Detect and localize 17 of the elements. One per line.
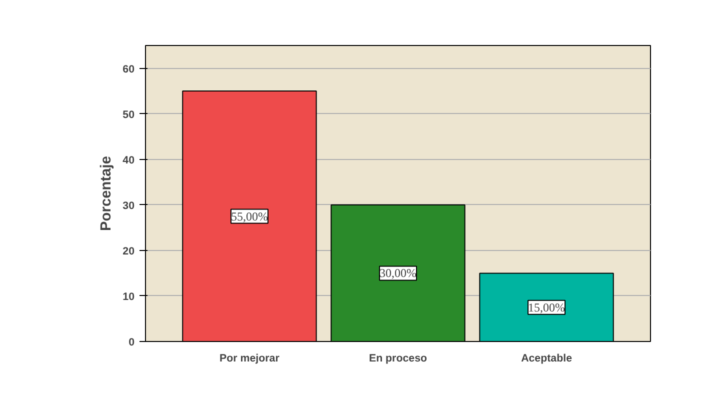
x-tick-label: Aceptable — [521, 352, 572, 364]
bar — [182, 90, 317, 342]
x-tick-label: Por mejorar — [220, 352, 280, 364]
y-tick-label: 50 — [122, 108, 135, 121]
y-tick-label: 0 — [128, 336, 135, 348]
data-label: 15,00% — [528, 300, 566, 314]
y-tick-label: 10 — [122, 290, 135, 303]
bar — [479, 272, 614, 342]
data-label: 55,00% — [230, 209, 268, 224]
y-tick-label: 20 — [122, 245, 135, 258]
data-label: 30,00% — [380, 266, 416, 280]
bar — [330, 204, 466, 342]
y-tick-label: 30 — [122, 200, 135, 212]
y-tick-label: 40 — [122, 154, 135, 166]
y-axis-title: Porcentaje — [98, 156, 115, 231]
x-tick-label: En proceso — [368, 352, 428, 364]
y-tick-label: 60 — [122, 63, 135, 76]
